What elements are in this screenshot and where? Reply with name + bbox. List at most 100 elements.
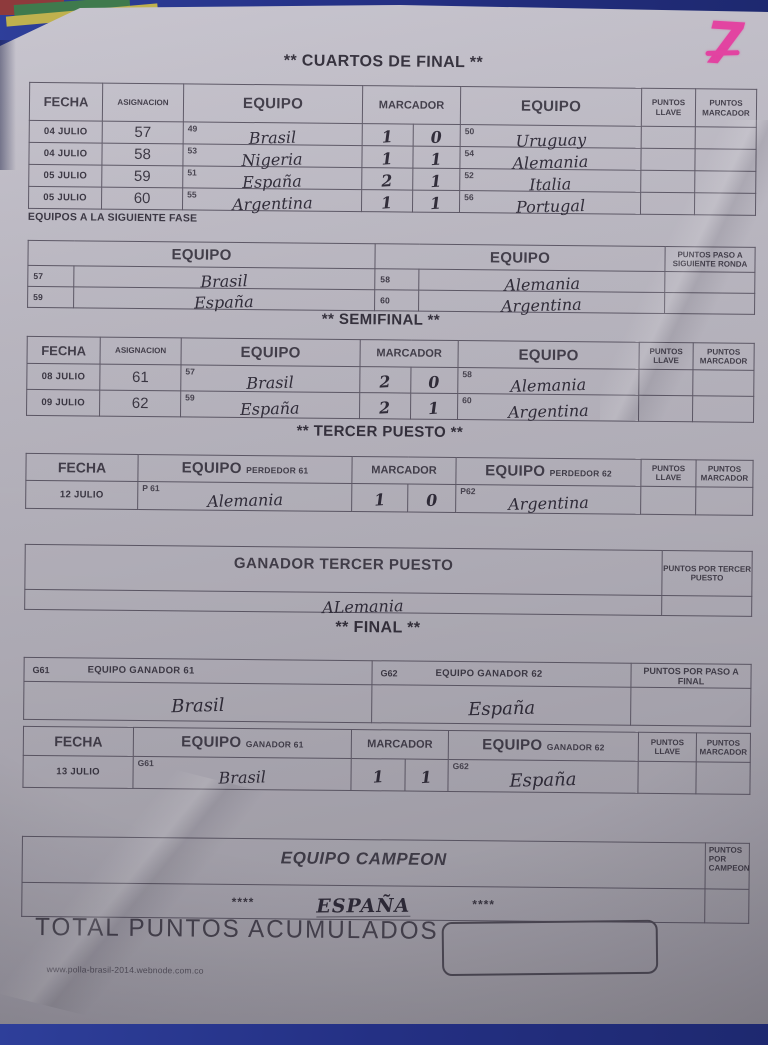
slot-number: 49 bbox=[188, 123, 198, 133]
handwritten-team: Brasil bbox=[171, 697, 225, 716]
handwritten-team: Brasil bbox=[218, 769, 266, 786]
puntos-marcador-cell-empty bbox=[696, 487, 753, 516]
asignacion-cell: 61 bbox=[100, 364, 181, 391]
header-puntos-campeon: PUNTOS POR CAMPEON bbox=[705, 843, 749, 889]
semifinal-table: FECHA ASIGNACION EQUIPO MARCADOR EQUIPO … bbox=[26, 336, 755, 423]
footer-url: www.polla-brasil-2014.webnode.com.co bbox=[47, 964, 204, 976]
paso-value-row: Brasil España bbox=[24, 681, 751, 726]
puntos-llave-cell-empty bbox=[638, 395, 692, 422]
header-equipo-campeon: EQUIPO CAMPEON bbox=[22, 836, 705, 889]
header-fecha: FECHA bbox=[29, 82, 102, 121]
header-asignacion: ASIGNACION bbox=[100, 337, 181, 365]
puntos-marcador-cell-empty bbox=[696, 762, 750, 795]
slot-number: 54 bbox=[465, 148, 475, 158]
header-fecha: FECHA bbox=[23, 726, 133, 756]
header-puntos-tercer: PUNTOS POR TERCER PUESTO bbox=[662, 550, 752, 596]
header-fecha: FECHA bbox=[26, 453, 138, 481]
puntos-marcador-cell-empty bbox=[695, 149, 756, 172]
header-equipo-right: EQUIPO bbox=[375, 244, 665, 272]
score-cell: 0 bbox=[411, 367, 458, 393]
asignacion-cell: 57 bbox=[102, 121, 183, 144]
slot-number: 60 bbox=[462, 395, 472, 405]
slot-number: 56 bbox=[464, 192, 474, 202]
slot-number: 53 bbox=[188, 145, 198, 155]
handwritten-team: Argentina bbox=[508, 402, 589, 420]
slot-number: 51 bbox=[187, 167, 197, 177]
score-cell: 1 bbox=[362, 146, 413, 168]
header-marcador: MARCADOR bbox=[362, 86, 460, 125]
handwritten-score: 1 bbox=[428, 400, 440, 417]
asignacion-cell: 60 bbox=[101, 187, 182, 210]
handwritten-team: Alemania bbox=[510, 376, 586, 394]
puntos-llave-cell-empty bbox=[638, 761, 696, 794]
tercer-puesto-table: FECHA EQUIPO PERDEDOR 61 MARCADOR EQUIPO… bbox=[25, 453, 754, 516]
header-puntos-llave: PUNTOS LLAVE bbox=[641, 88, 695, 127]
score-cell: 1 bbox=[405, 759, 448, 791]
total-puntos-label: TOTAL PUNTOS ACUMULADOS bbox=[35, 913, 439, 946]
team-cell: Alemania bbox=[419, 269, 665, 292]
section-title-cuartos: ** CUARTOS DE FINAL ** bbox=[0, 50, 767, 75]
score-cell: 0 bbox=[408, 484, 456, 512]
score-cell: 1 bbox=[361, 190, 412, 212]
page-number-crossbar bbox=[705, 50, 739, 56]
team-cell: 60 Argentina bbox=[458, 394, 639, 422]
header-equipo-right: EQUIPO bbox=[460, 87, 641, 127]
puntos-marcador-cell-empty bbox=[692, 396, 753, 423]
score-cell: 1 bbox=[352, 484, 408, 513]
header-marcador: MARCADOR bbox=[351, 730, 448, 760]
handwritten-team: Brasil bbox=[246, 374, 294, 391]
header-fecha: FECHA bbox=[27, 336, 100, 364]
handwritten-score: 1 bbox=[381, 151, 393, 168]
handwritten-score: 2 bbox=[381, 173, 393, 190]
puntos-llave-cell-empty bbox=[641, 148, 695, 171]
slot-number: 59 bbox=[28, 286, 74, 307]
header-equipo-ganador-62: EQUIPO GANADOR 62 bbox=[448, 730, 638, 761]
team-cell: Brasil bbox=[74, 266, 375, 290]
stars-left: **** bbox=[232, 894, 255, 908]
header-puntos-llave: PUNTOS LLAVE bbox=[639, 342, 693, 370]
score-cell: 1 bbox=[412, 190, 459, 212]
slot-number: 57 bbox=[185, 366, 195, 376]
asignacion-cell: 62 bbox=[100, 390, 181, 417]
handwritten-score: 1 bbox=[381, 195, 393, 212]
handwritten-winner: ALemania bbox=[322, 598, 404, 616]
equipo-ganador-62-label: EQUIPO GANADOR 62 bbox=[436, 668, 543, 680]
slot-number: 55 bbox=[187, 189, 197, 199]
handwritten-score: 1 bbox=[430, 173, 442, 190]
handwritten-score: 1 bbox=[430, 151, 442, 168]
header-puntos-paso: PUNTOS PASO A SIGUIENTE RONDA bbox=[665, 247, 755, 273]
handwritten-team: Argentina bbox=[508, 494, 589, 512]
g62-label: G62 bbox=[381, 668, 398, 678]
puntos-marcador-cell-empty bbox=[693, 370, 754, 397]
header-equipo: EQUIPO bbox=[485, 462, 545, 480]
puntos-marcador-cell-empty bbox=[694, 193, 755, 216]
ganador-tercer-table: GANADOR TERCER PUESTO PUNTOS POR TERCER … bbox=[24, 544, 753, 617]
header-ganador-61: GANADOR 61 bbox=[246, 739, 304, 750]
section-title-tercer: ** TERCER PUESTO ** bbox=[0, 420, 764, 444]
header-perdedor-61: PERDEDOR 61 bbox=[246, 465, 308, 476]
puntos-llave-cell-empty bbox=[640, 192, 694, 215]
puntos-cell-empty bbox=[705, 889, 749, 923]
score-cell: 1 bbox=[410, 393, 457, 419]
siguiente-fase-table: EQUIPO EQUIPO PUNTOS PASO A SIGUIENTE RO… bbox=[27, 240, 756, 315]
total-puntos-box bbox=[442, 920, 659, 976]
slot-number: 58 bbox=[375, 269, 419, 290]
header-equipo-perdedor-62: EQUIPO PERDEDOR 62 bbox=[456, 458, 641, 487]
fecha-cell: 05 JULIO bbox=[28, 186, 101, 209]
header-puntos-marcador: PUNTOS MARCADOR bbox=[693, 343, 754, 371]
handwritten-score: 1 bbox=[374, 491, 386, 508]
fecha-cell: 09 JULIO bbox=[27, 389, 100, 416]
header-equipo: EQUIPO bbox=[182, 459, 242, 477]
handwritten-team: España bbox=[240, 400, 300, 418]
handwritten-score: 1 bbox=[372, 768, 384, 785]
